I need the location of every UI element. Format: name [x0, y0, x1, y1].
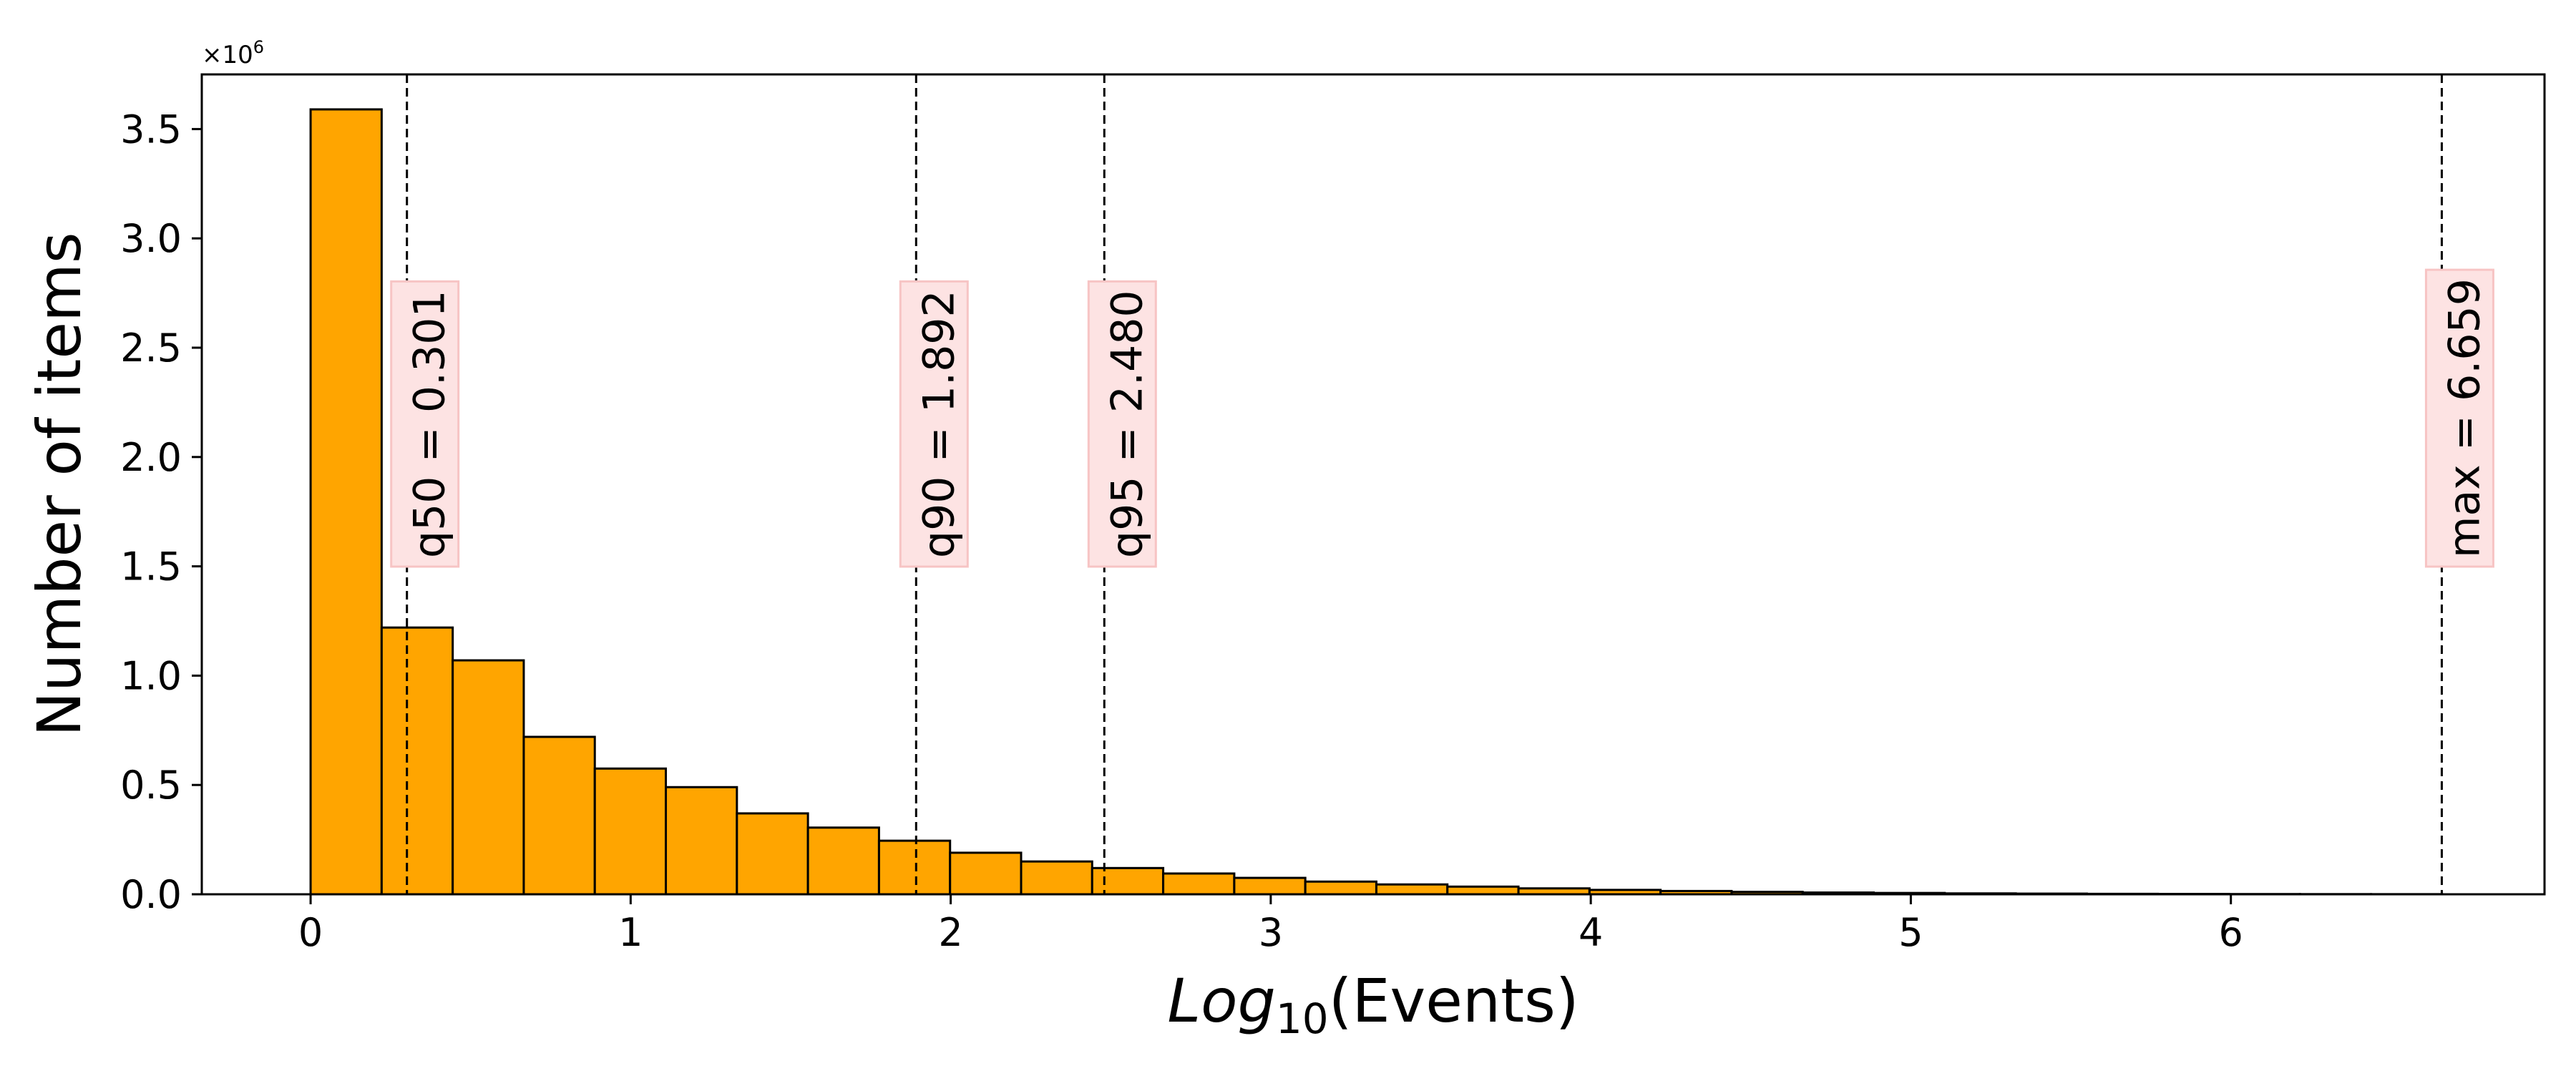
x-tick-label: 6 — [2218, 910, 2243, 955]
y-tick-label: 2.5 — [120, 326, 182, 371]
histogram-bar — [1163, 874, 1234, 894]
x-axis-ticks: 0 1 2 3 4 5 6 — [298, 894, 2243, 955]
y-scale-exponent: 6 — [253, 37, 264, 57]
x-tick-label: 3 — [1259, 910, 1283, 955]
histogram-bar — [808, 828, 879, 894]
y-axis-ticks: 0.0 0.5 1.0 1.5 2.0 2.5 3.0 3.5 — [120, 107, 202, 917]
bars-layer — [311, 109, 2442, 894]
histogram-bar — [595, 768, 665, 894]
y-tick-label: 1.5 — [120, 544, 182, 590]
y-tick-label: 0.0 — [120, 872, 182, 917]
y-tick-label: 1.0 — [120, 653, 182, 698]
y-axis-title: Number of items — [24, 232, 94, 736]
x-tick-label: 4 — [1579, 910, 1603, 955]
x-axis-title: Log10(Events) — [1167, 966, 1579, 1043]
x-tick-label: 2 — [938, 910, 962, 955]
y-tick-label: 3.0 — [120, 216, 182, 261]
quantile-lines-layer — [407, 74, 2442, 894]
x-tick-label: 1 — [618, 910, 643, 955]
quantile-annotation-label: q90 = 1.892 — [914, 290, 964, 558]
x-axis-title-suffix: (Events) — [1329, 966, 1579, 1036]
histogram-bar — [1021, 861, 1092, 894]
histogram-bar — [879, 841, 950, 894]
annotations-layer: q50 = 0.301 q90 = 1.892 q95 = 2.480 max = 6… — [391, 270, 2494, 567]
histogram-bar — [1305, 881, 1376, 894]
histogram-bar — [1234, 878, 1305, 894]
quantile-annotation-label: q50 = 0.301 — [405, 290, 455, 558]
y-scale-multiplier: ×106 — [202, 37, 264, 69]
x-tick-label: 0 — [298, 910, 323, 955]
histogram-bar — [381, 627, 452, 894]
y-tick-label: 0.5 — [120, 763, 182, 808]
histogram-bar — [453, 660, 524, 894]
histogram-bar — [1448, 886, 1518, 894]
histogram-bar — [311, 109, 381, 894]
y-tick-label: 2.0 — [120, 435, 182, 480]
quantile-annotation-label: max = 6.659 — [2439, 278, 2489, 558]
histogram-bar — [666, 787, 737, 894]
x-axis-title-subscript: 10 — [1276, 994, 1329, 1043]
histogram-bar — [1376, 884, 1447, 894]
histogram-bar — [950, 853, 1021, 894]
x-axis-title-prefix: Log — [1167, 966, 1276, 1036]
y-tick-label: 3.5 — [120, 107, 182, 152]
histogram-bar — [737, 813, 808, 894]
quantile-annotation-label: q95 = 2.480 — [1102, 290, 1152, 558]
x-tick-label: 5 — [1898, 910, 1923, 955]
histogram-bar — [1092, 868, 1163, 894]
histogram-bar — [524, 737, 595, 894]
y-scale-base: ×10 — [202, 41, 253, 69]
